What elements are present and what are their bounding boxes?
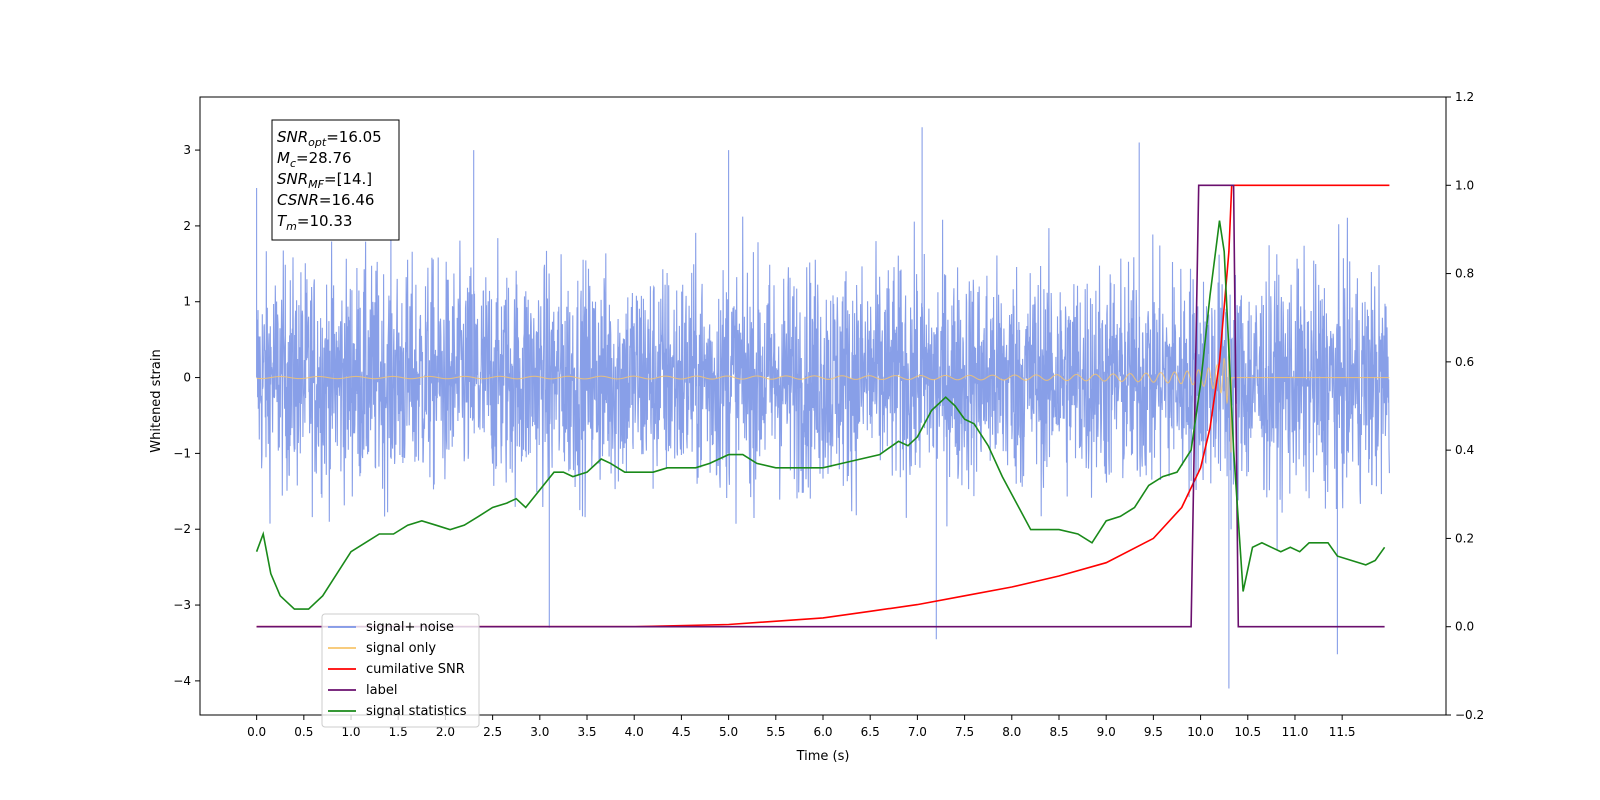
x-tick-label: 6.0 [813,725,832,739]
y-tick-label-left: 3 [183,143,191,157]
y-tick-label-right: 0.0 [1455,620,1474,634]
x-tick-label: 9.5 [1144,725,1163,739]
x-tick-label: 10.0 [1187,725,1214,739]
legend-label: signal+ noise [366,620,454,635]
y-tick-label-left: −1 [173,446,191,460]
annotation-frame [271,119,400,241]
x-tick-label: 3.5 [577,725,596,739]
x-tick-label: 0.5 [294,725,313,739]
axes: 0.0 0.5 1.0 1.5 2.0 2.5 3.0 3.5 4.0 4.5 5.0 5.5 6.0 6… [173,90,1484,739]
y-tick-label-right: 1.2 [1455,90,1474,104]
y-tick-label-right: 0.6 [1455,355,1474,369]
x-tick-label: 2.5 [483,725,502,739]
y-axis-label: Whitened strain [149,349,164,452]
annotation-line: CSNR=16.46 [277,191,374,209]
y-tick-label-right: 0.2 [1455,531,1474,545]
legend: signal+ noise signal only cumilative SNR la… [321,613,480,728]
plot-area [255,127,1390,689]
x-tick-label: 1.5 [389,725,408,739]
legend-label: signal statistics [366,704,467,719]
x-tick-label: 11.0 [1282,725,1309,739]
x-tick-label: 8.0 [1002,725,1021,739]
x-tick-label: 9.0 [1097,725,1116,739]
legend-label: cumilative SNR [366,662,465,677]
x-tick-label: 5.5 [766,725,785,739]
y-tick-label-left: −4 [173,674,191,688]
x-tick-label: 4.5 [672,725,691,739]
y-tick-label-left: 1 [183,295,191,309]
legend-label: label [366,683,397,698]
annotation-line: SNRopt=16.05 [277,128,382,149]
x-tick-label: 10.5 [1234,725,1261,739]
x-tick-label: 0.0 [247,725,266,739]
x-tick-label: 6.5 [861,725,880,739]
y-tick-label-left: 0 [183,371,191,385]
x-tick-label: 11.5 [1329,725,1356,739]
x-tick-label: 5.0 [719,725,738,739]
legend-label: signal only [366,641,436,656]
series-signal-only [256,338,1390,453]
x-tick-label: 1.0 [341,725,360,739]
y-tick-label-right: 1.0 [1455,178,1474,192]
legend-frame [321,613,480,728]
x-axis-label: Time (s) [796,749,850,764]
y-tick-label-right: −0.2 [1455,708,1484,722]
annotation-line: Tm=10.33 [277,212,352,233]
x-tick-label: 7.5 [955,725,974,739]
series-signal-noise [256,127,1390,689]
x-tick-label: 7.0 [908,725,927,739]
series-signal-statistics [255,220,1386,610]
series-label [256,184,1385,628]
annotation-line: Mc=28.76 [277,149,352,170]
y-tick-label-left: −2 [173,522,191,536]
x-tick-label: 4.0 [625,725,644,739]
x-tick-label: 8.5 [1049,725,1068,739]
y-tick-label-left: 2 [183,219,191,233]
annotation-box: SNRopt=16.05Mc=28.76SNRMF=[14.]CSNR=16.4… [271,119,400,241]
y-tick-label-right: 0.8 [1455,267,1474,281]
x-tick-label: 2.0 [436,725,455,739]
x-tick-label: 3.0 [530,725,549,739]
annotation-line: SNRMF=[14.] [277,170,372,191]
y-tick-label-left: −3 [173,598,191,612]
y-tick-label-right: 0.4 [1455,443,1474,457]
series-cumilative-snr [256,184,1390,628]
